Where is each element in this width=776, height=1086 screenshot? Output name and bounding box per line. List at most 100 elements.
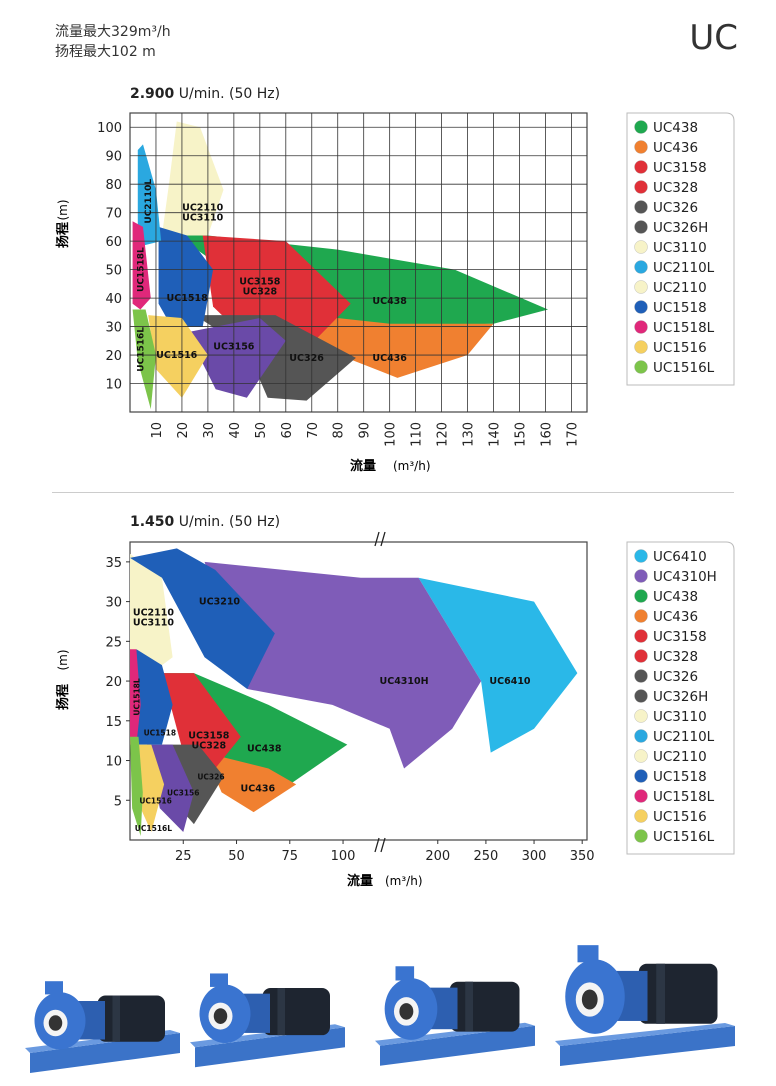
pump-motor-fin: [656, 963, 665, 1024]
ytick-40: 40: [105, 292, 122, 307]
legend-dot-uc438: [634, 120, 648, 134]
xtick-70: 70: [306, 422, 321, 439]
pump-outlet: [577, 945, 599, 963]
legend-dot-uc2110l: [634, 260, 648, 274]
pump-outlet: [45, 981, 63, 995]
legend-label-uc3158: UC3158: [653, 629, 707, 645]
pump-base: [560, 1026, 735, 1066]
region-label-uc438: UC438: [247, 744, 282, 755]
y-axis-label: 扬程: [55, 222, 71, 248]
region-uc3210: [130, 548, 275, 690]
pump-base: [195, 1027, 345, 1068]
ytick-80: 80: [105, 178, 122, 193]
xtick-140: 140: [488, 422, 503, 447]
svg-text:UC436: UC436: [372, 353, 407, 364]
legend-label-uc326: UC326: [653, 669, 698, 685]
svg-text:UC326: UC326: [289, 353, 324, 364]
svg-text:UC438: UC438: [372, 296, 407, 307]
ytick-25: 25: [105, 635, 122, 650]
legend-dot-uc3158: [634, 160, 648, 174]
svg-text:UC2110: UC2110: [182, 203, 224, 214]
legend-dot-uc436: [634, 609, 648, 623]
legend-label-uc1516: UC1516: [653, 809, 707, 825]
head-max-text: 扬程最大102 m: [55, 44, 156, 60]
region-uc1518l: [130, 649, 141, 745]
pump-motor: [638, 963, 718, 1024]
region-uc3158-uc328: [161, 673, 241, 769]
svg-text:UC3158: UC3158: [239, 277, 281, 288]
ytick-5: 5: [114, 794, 122, 809]
legend-label-uc438: UC438: [653, 589, 698, 605]
ytick-20: 20: [105, 675, 122, 690]
legend-label-uc328: UC328: [653, 649, 698, 665]
pump-outlet: [395, 966, 415, 981]
y-axis-unit: (m): [56, 649, 70, 670]
xtick-160: 160: [539, 422, 554, 447]
svg-text:UC4310H: UC4310H: [380, 676, 429, 687]
pump-motor: [449, 981, 520, 1032]
axis-break-0: [374, 531, 386, 547]
ytick-20: 20: [105, 349, 122, 364]
xtick-200: 200: [425, 849, 450, 864]
region-label-uc3156: UC3156: [167, 788, 199, 797]
xtick-25: 25: [175, 849, 192, 864]
xtick-300: 300: [522, 849, 547, 864]
pump-motor-fin: [112, 995, 120, 1042]
region-label-uc436: UC436: [241, 783, 276, 794]
legend-label-uc326h: UC326H: [653, 689, 708, 705]
pump-base: [380, 1025, 535, 1066]
legend-label-uc1516: UC1516: [653, 340, 707, 356]
region-uc1516: [148, 315, 208, 398]
region-label-uc2110l: UC2110L: [144, 179, 154, 224]
region-uc436: [204, 752, 297, 813]
legend-label-uc6410: UC6410: [653, 549, 707, 565]
ytick-10: 10: [105, 378, 122, 393]
chart-2900rpm: 2.900 U/min. (50 Hz)UC2110UC3110UC438UC4…: [55, 86, 735, 474]
legend-dot-uc2110: [634, 280, 648, 294]
legend-label-uc1516l: UC1516L: [653, 360, 715, 376]
xtick-50: 50: [254, 422, 269, 439]
legend-dot-uc1518l: [634, 789, 648, 803]
xtick-170: 170: [565, 422, 580, 447]
svg-text:UC3110: UC3110: [182, 213, 224, 224]
svg-text:UC2110: UC2110: [133, 607, 175, 618]
ytick-30: 30: [105, 596, 122, 611]
region-uc1518: [158, 226, 214, 327]
xtick-75: 75: [282, 849, 299, 864]
region-uc2110-uc3110: [130, 553, 173, 674]
region-label-uc438: UC438: [372, 296, 407, 307]
legend-dot-uc2110: [634, 749, 648, 763]
xtick-20: 20: [176, 422, 191, 439]
legend-label-uc438: UC438: [653, 120, 698, 136]
svg-text:UC3156: UC3156: [167, 788, 199, 797]
x-axis-label: 流量: [347, 873, 373, 889]
region-uc1516l: [130, 736, 143, 837]
svg-text:UC3156: UC3156: [213, 342, 255, 353]
svg-text:UC3110: UC3110: [133, 617, 175, 628]
chart-1450rpm: 1.450 U/min. (50 Hz)UC6410UC4310HUC2110U…: [55, 514, 735, 889]
svg-text:UC326: UC326: [197, 772, 224, 781]
svg-text:UC328: UC328: [243, 287, 278, 298]
pump-motor: [97, 995, 165, 1042]
pump-motor-fin: [277, 988, 285, 1036]
legend-label-uc1518l: UC1518L: [653, 320, 715, 336]
x-axis-label: 流量: [350, 458, 376, 474]
svg-text:UC3158: UC3158: [188, 731, 230, 742]
legend1-frame: [626, 112, 735, 386]
pump-small: [25, 981, 180, 1073]
region-uc1518l: [132, 221, 151, 310]
legend-label-uc3158: UC3158: [653, 160, 707, 176]
svg-text:UC6410: UC6410: [489, 676, 531, 687]
pump-base-top: [555, 1023, 735, 1046]
x-axis-unit: (m³/h): [393, 459, 431, 473]
region-uc2110l: [137, 144, 162, 247]
legend-dot-uc326h: [634, 220, 648, 234]
legend-dot-uc1518l: [634, 320, 648, 334]
xtick-100: 100: [331, 849, 356, 864]
ytick-50: 50: [105, 264, 122, 279]
region-label-uc1516: UC1516: [156, 350, 198, 361]
region-label-uc6410: UC6410: [489, 676, 531, 687]
